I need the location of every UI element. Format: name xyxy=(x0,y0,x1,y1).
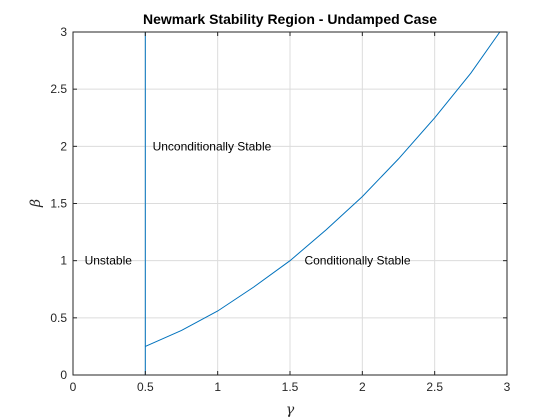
chart-title: Newmark Stability Region - Undamped Case xyxy=(143,11,437,27)
y-tick-label: 3 xyxy=(60,25,67,39)
parabolic-boundary-curve xyxy=(145,31,501,347)
x-tick-label: 3 xyxy=(504,380,511,394)
x-tick-label: 0 xyxy=(70,380,77,394)
x-tick-label: 1.5 xyxy=(282,380,299,394)
x-tick-label: 2 xyxy=(359,380,366,394)
y-tick-label: 1.5 xyxy=(50,197,67,211)
x-axis-label: γ xyxy=(286,402,295,418)
x-tick-label: 2.5 xyxy=(426,380,443,394)
region-annotation: Conditionally Stable xyxy=(304,254,410,268)
y-axis-label: β xyxy=(28,199,44,208)
region-annotation: Unconditionally Stable xyxy=(153,139,272,153)
x-tick-label: 1 xyxy=(214,380,221,394)
y-tick-label: 2 xyxy=(60,139,67,153)
annotations-group: Unstable Unconditionally Stable Conditiona… xyxy=(85,139,411,267)
x-tick-label: 0.5 xyxy=(137,380,154,394)
y-tick-label: 1 xyxy=(60,254,67,268)
ticks-group: 0 0.5 1 1.5 2 2.5 3 0 0.5 1 1.5 2 2.5 3 xyxy=(50,25,510,394)
y-tick-label: 0 xyxy=(60,368,67,382)
region-annotation: Unstable xyxy=(85,254,133,268)
y-tick-label: 0.5 xyxy=(50,311,67,325)
y-tick-label: 2.5 xyxy=(50,82,67,96)
series-group xyxy=(144,31,501,375)
